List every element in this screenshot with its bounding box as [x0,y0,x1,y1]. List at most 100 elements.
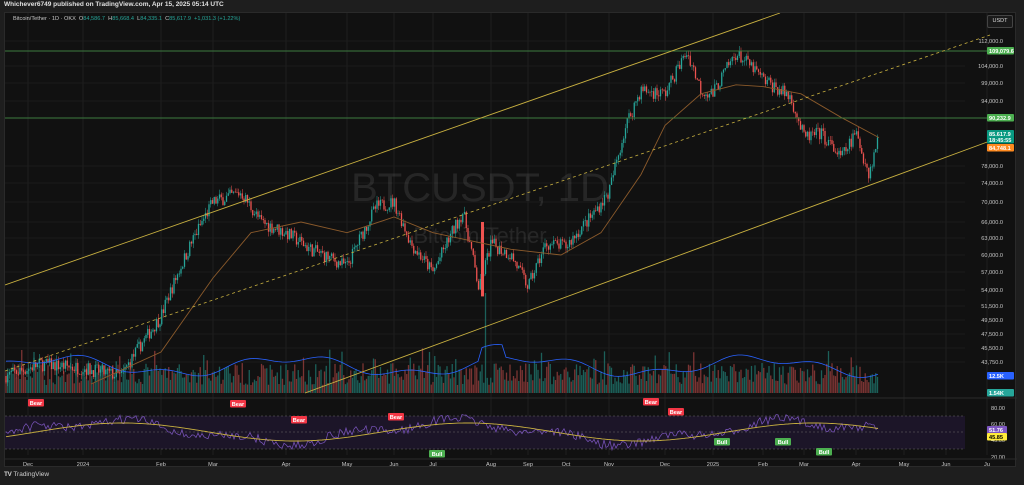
divergence-label-bear: Bear [230,400,246,408]
low-label: L [137,16,141,22]
svg-text:Nov: Nov [604,462,614,468]
price-tag: 84,748.1 [987,144,1014,152]
svg-text:Jul: Jul [429,462,436,468]
footer: TV TradingView [0,467,1024,485]
svg-text:Apr: Apr [282,462,291,468]
svg-text:43,750.0: 43,750.0 [981,360,1003,366]
svg-text:1.54K: 1.54K [989,391,1004,397]
svg-text:94,000.0: 94,000.0 [981,99,1003,105]
svg-text:Feb: Feb [758,462,768,468]
svg-text:Bitcoin/Tether: Bitcoin/Tether [413,223,546,248]
divergence-label-bear: Bear [28,399,44,407]
svg-text:49,500.0: 49,500.0 [981,318,1003,324]
svg-text:60,000.0: 60,000.0 [981,253,1003,259]
svg-text:51,500.0: 51,500.0 [981,304,1003,310]
svg-text:May: May [342,462,353,468]
open-label: O [78,16,84,22]
high-value: 85,668.4 [112,16,134,22]
high-label: H [108,16,113,22]
svg-text:99,000.0: 99,000.0 [981,81,1003,87]
divergence-label-bear: Bear [643,398,659,406]
svg-text:Bull: Bull [778,440,789,446]
svg-text:Jun: Jun [389,462,398,468]
chart-canvas[interactable]: BTCUSDT, 1D Bitcoin/Tether 112,000.0 104,00… [5,13,1017,468]
parallel-channel[interactable] [5,13,991,394]
svg-text:45,500.0: 45,500.0 [981,346,1003,352]
svg-text:104,000.0: 104,000.0 [978,64,1003,70]
volume-ma-line [5,344,879,378]
svg-text:Sep: Sep [523,462,533,468]
open-value: 84,586.7 [83,16,106,22]
divergence-label-bull: Bull [714,438,730,446]
svg-text:Bear: Bear [293,418,306,424]
svg-text:45.85: 45.85 [989,435,1003,441]
symbol-watermark: BTCUSDT, 1D Bitcoin/Tether [351,166,609,248]
divergence-label-bull: Bull [429,450,445,458]
svg-text:20.00: 20.00 [991,455,1005,461]
svg-text:57,000.0: 57,000.0 [981,270,1003,276]
svg-text:Dec: Dec [23,462,33,468]
time-axis[interactable]: Dec 2024 Feb Mar Apr May Jun Jul Aug Sep Oct Nov Dec… [23,462,990,468]
svg-text:Bear: Bear [390,415,403,421]
svg-text:Mar: Mar [208,462,218,468]
change-value: +1,031.3 (+1.22%) [194,16,241,22]
svg-text:12.5K: 12.5K [989,374,1004,380]
svg-text:112,000.0: 112,000.0 [979,39,1003,45]
svg-text:Ju: Ju [984,462,990,468]
svg-text:Bear: Bear [645,400,658,406]
svg-text:70,000.0: 70,000.0 [981,200,1003,206]
symbol-title: Bitcoin/Tether · 1D · OKX [13,16,76,22]
currency-button[interactable]: USDT [987,15,1013,28]
svg-text:40.00: 40.00 [991,438,1005,444]
svg-text:63,000.0: 63,000.0 [981,236,1003,242]
symbol-legend: Bitcoin/Tether · 1D · OKX O84,586.7 H85,… [13,16,240,22]
svg-text:66,000.0: 66,000.0 [981,220,1003,226]
divergence-label-bull: Bull [816,448,832,456]
close-value: 85,617.9 [169,16,191,22]
price-tag: 1.54K [987,389,1014,397]
svg-text:80.00: 80.00 [991,406,1005,412]
price-tag: 18:45:55 [987,136,1014,144]
svg-text:Bear: Bear [670,410,683,416]
tradingview-logo[interactable]: TV TradingView [4,471,49,478]
svg-text:109,079.6: 109,079.6 [989,49,1014,55]
chart-area[interactable]: BTCUSDT, 1D Bitcoin/Tether 112,000.0 104,00… [4,12,1017,468]
svg-text:Bear: Bear [232,402,245,408]
svg-text:Bear: Bear [30,401,43,407]
price-tag: 90,232.9 [987,114,1014,122]
svg-text:Dec: Dec [660,462,670,468]
svg-text:Aug: Aug [486,462,496,468]
svg-text:Jun: Jun [941,462,950,468]
rsi-ma-line [5,422,879,442]
svg-text:Apr: Apr [852,462,861,468]
price-axis[interactable]: 112,000.0 104,000.0 99,000.0 94,000.0 78,000… [978,39,1014,397]
svg-text:Bull: Bull [717,440,728,446]
svg-text:85,617.9: 85,617.9 [989,132,1011,138]
price-tag: 12.5K [987,372,1014,380]
rsi-line [5,414,879,452]
svg-text:2025: 2025 [707,462,719,468]
tv-logo-icon: TV [4,471,12,478]
svg-text:Mar: Mar [799,462,809,468]
svg-text:74,000.0: 74,000.0 [981,181,1003,187]
svg-text:Bull: Bull [432,452,443,458]
divergence-label-bear: Bear [668,408,684,416]
divergence-label-bear: Bear [388,413,404,421]
close-label: C [165,16,170,22]
price-tag: 109,079.6 [987,47,1014,55]
svg-text:18:45:55: 18:45:55 [989,138,1011,144]
low-value: 84,335.1 [140,16,162,22]
svg-text:Oct: Oct [562,462,571,468]
svg-text:90,232.9: 90,232.9 [989,116,1011,122]
svg-text:BTCUSDT, 1D: BTCUSDT, 1D [351,166,609,210]
svg-text:2024: 2024 [77,462,89,468]
svg-text:47,500.0: 47,500.0 [981,332,1003,338]
svg-text:84,748.1: 84,748.1 [989,146,1011,152]
svg-text:May: May [899,462,910,468]
candlesticks [5,46,879,387]
svg-text:78,000.0: 78,000.0 [981,164,1003,170]
svg-text:60.00: 60.00 [991,422,1005,428]
svg-text:54,000.0: 54,000.0 [981,288,1003,294]
svg-text:Bull: Bull [819,450,830,456]
